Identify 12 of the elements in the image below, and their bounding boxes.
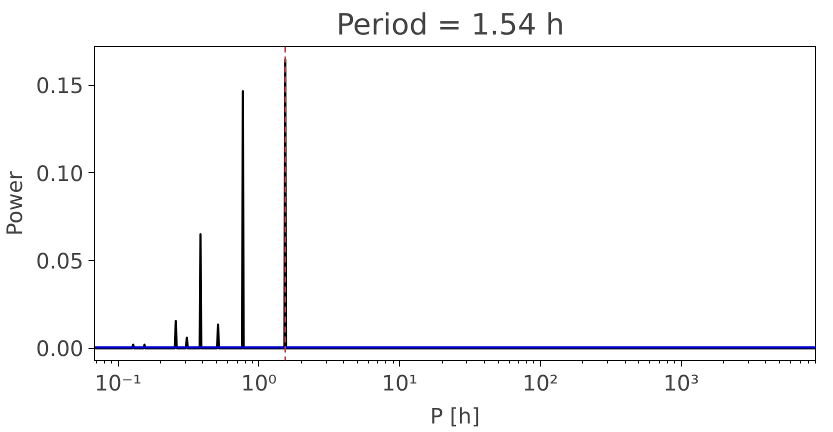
x-tick-label: 10⁻¹ [94,372,142,396]
y-tick-label: 0.15 [36,74,84,100]
x-axis-title: P [h] [430,404,480,430]
chart-title: Period = 1.54 h [336,8,564,42]
x-tick-label: 10⁰ [241,372,277,396]
x-tick-label: 10² [522,372,558,396]
x-tick-label: 10³ [663,372,700,396]
x-tick-label: 10¹ [382,372,418,396]
y-tick-label: 0.10 [36,162,84,187]
y-axis-title: Power [3,171,28,236]
y-tick-label: 0.00 [36,337,84,362]
y-tick-label: 0.05 [36,250,84,275]
